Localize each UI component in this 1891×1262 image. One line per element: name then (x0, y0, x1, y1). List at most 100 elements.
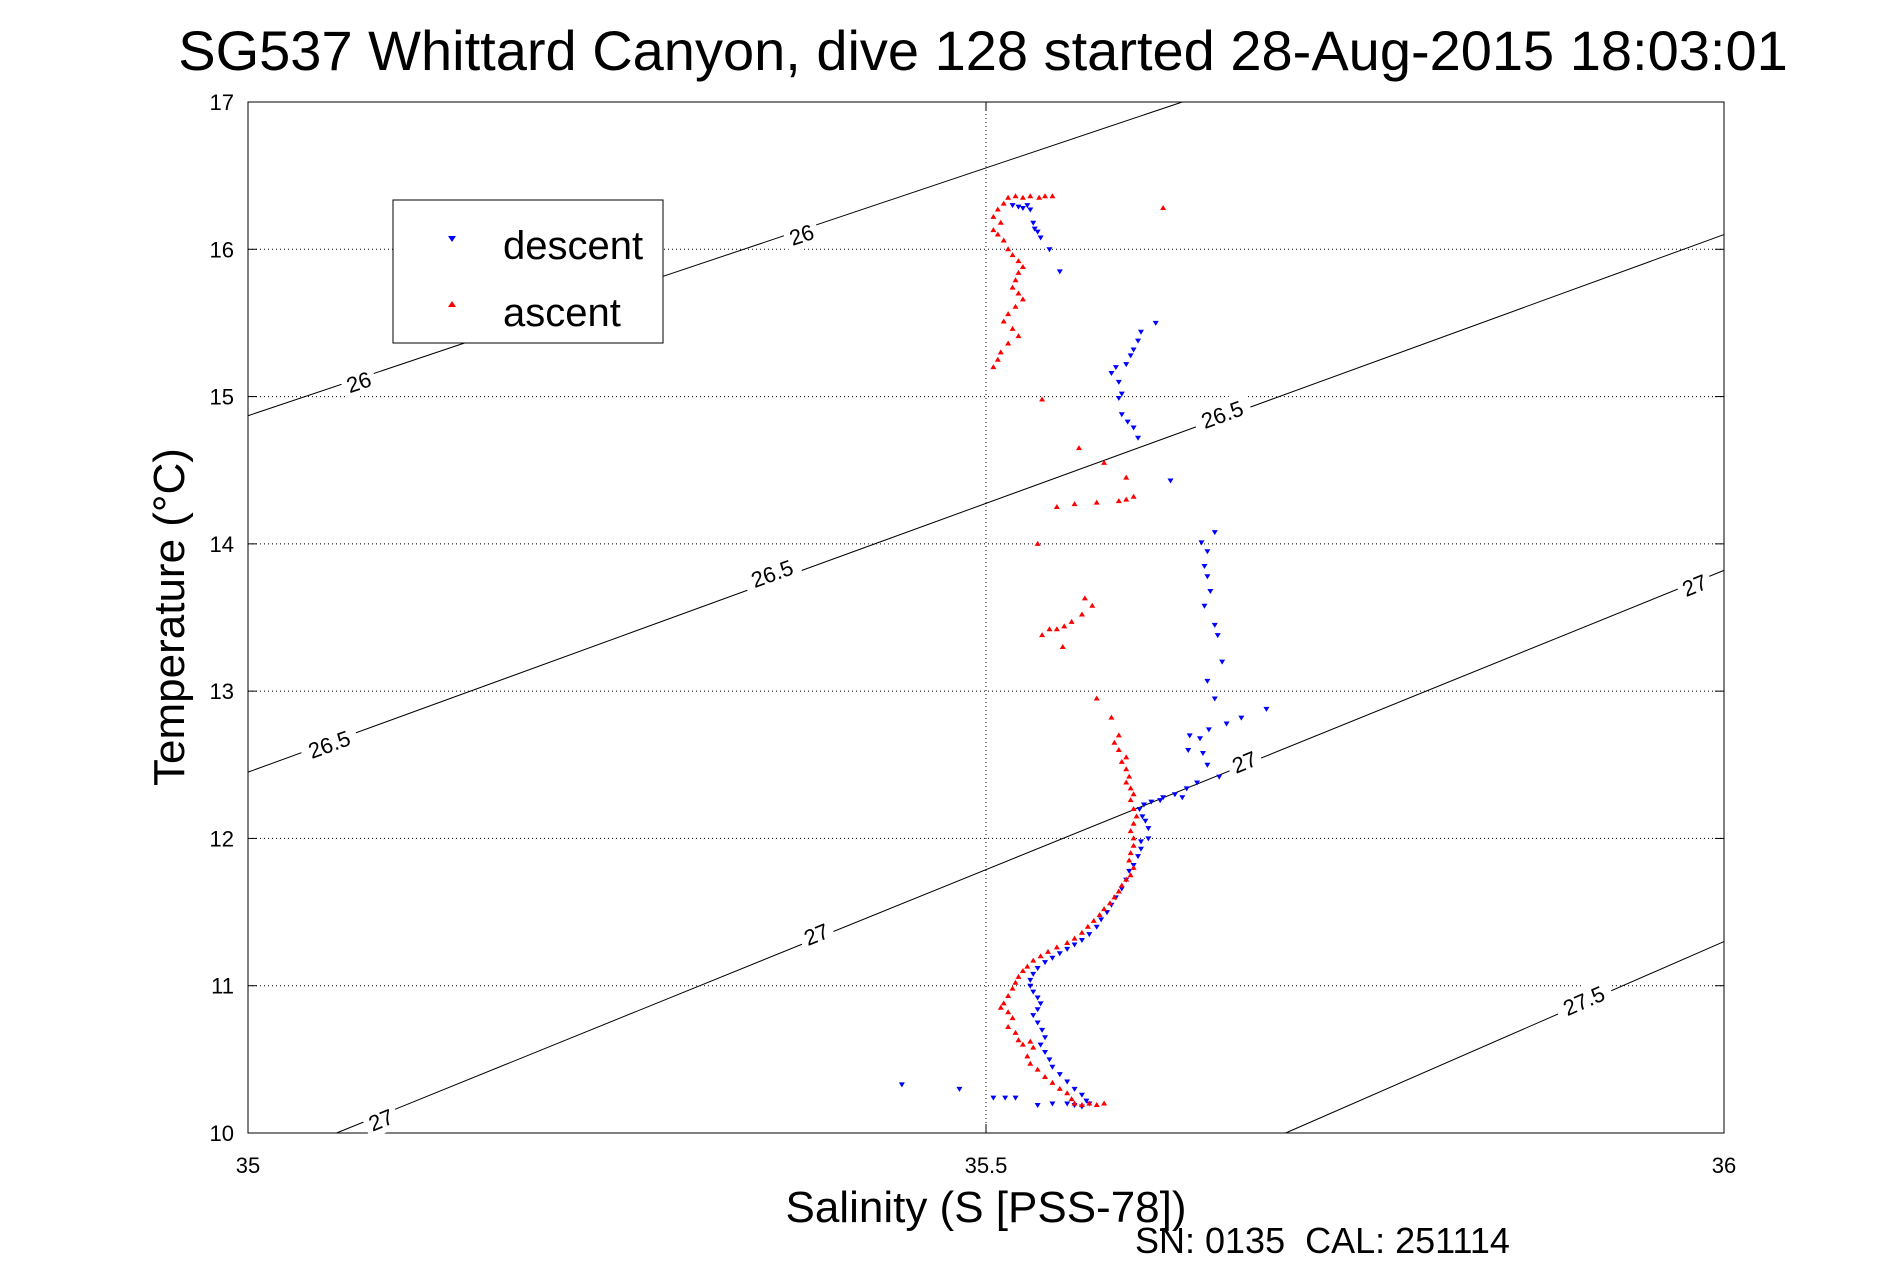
ascent-point (1111, 894, 1118, 900)
descent-point (1183, 786, 1190, 792)
descent-point (1135, 338, 1142, 344)
ascent-point (1015, 269, 1022, 275)
descent-point (1145, 836, 1152, 842)
descent-point (1034, 966, 1041, 972)
ascent-point (1030, 1044, 1037, 1050)
descent-point (1205, 727, 1212, 733)
descent-point (1056, 1072, 1063, 1078)
ascent-point (1126, 773, 1133, 779)
descent-point (1093, 924, 1100, 930)
ascent-point (1015, 258, 1022, 264)
ascent-point (994, 356, 1001, 362)
ascent-point (1046, 626, 1053, 632)
ascent-point (1093, 695, 1100, 701)
ascent-point (1118, 882, 1125, 888)
ascent-point (1123, 474, 1130, 480)
ascent-point (1027, 1038, 1034, 1044)
ascent-point (1000, 200, 1007, 206)
descent-point (1199, 751, 1206, 757)
descent-point (1024, 203, 1031, 209)
ascent-point (1071, 501, 1078, 507)
descent-point (1118, 412, 1125, 418)
ascent-point (1115, 732, 1122, 738)
contour-label-bg (359, 1100, 402, 1140)
ascent-point (1012, 303, 1019, 309)
descent-point (1115, 396, 1122, 402)
descent-point (1034, 995, 1041, 1001)
descent-point (1049, 1064, 1056, 1070)
ascent-point (1034, 1066, 1041, 1072)
legend: descent ascent (392, 199, 664, 344)
contour-label-bg (795, 914, 838, 954)
ascent-point (1123, 766, 1130, 772)
ascent-point (1049, 193, 1056, 199)
descent-point (1086, 932, 1093, 938)
descent-point (1263, 706, 1270, 712)
ascent-point (1024, 1053, 1031, 1059)
descent-point (1126, 868, 1133, 874)
contour-label-bg (1551, 976, 1616, 1025)
descent-point (1039, 1027, 1046, 1033)
ascent-point (1009, 284, 1016, 290)
contour-label-bg (338, 363, 380, 401)
ascent-point (1101, 906, 1108, 912)
descent-point (1185, 748, 1192, 754)
descent-point (1034, 1007, 1041, 1013)
ascent-series (990, 193, 1167, 1108)
ascent-point (1064, 940, 1071, 946)
ascent-point (1005, 993, 1012, 999)
y-tick-label: 17 (210, 90, 234, 115)
descent-point (1201, 563, 1208, 569)
ascent-point (990, 227, 997, 233)
ascent-point (1009, 1015, 1016, 1021)
descent-point (1127, 353, 1134, 359)
ascent-point (1130, 791, 1137, 797)
descent-point (1071, 942, 1078, 948)
ascent-point (1027, 193, 1034, 199)
ascent-point (1053, 626, 1060, 632)
contour-line (1285, 941, 1725, 1134)
descent-point (1124, 419, 1131, 425)
ascent-point (1108, 714, 1115, 720)
descent-point (1123, 362, 1130, 368)
descent-point (1167, 478, 1174, 484)
ascent-point (1005, 246, 1012, 252)
descent-point (1137, 846, 1144, 852)
ascent-point (1130, 864, 1137, 870)
ascent-point (1127, 785, 1134, 791)
descent-point (1130, 347, 1137, 353)
descent-point (898, 1082, 905, 1088)
descent-point (1201, 603, 1208, 609)
descent-point (1204, 678, 1211, 684)
ascent-point (1115, 888, 1122, 894)
contour-label-bg (297, 721, 362, 768)
ascent-point (1030, 957, 1037, 963)
descent-point (1160, 795, 1167, 801)
descent-series (898, 203, 1270, 1110)
descent-point (956, 1086, 963, 1092)
descent-point (1027, 983, 1034, 989)
ascent-point (1005, 1009, 1012, 1015)
descent-point (1142, 818, 1149, 824)
ascent-point (1086, 1100, 1093, 1106)
descent-point (1104, 910, 1111, 916)
ascent-point (997, 349, 1004, 355)
descent-point (1179, 795, 1186, 801)
descent-point (1030, 1013, 1037, 1019)
ascent-point (1012, 979, 1019, 985)
descent-point (1046, 247, 1053, 253)
ascent-point (1036, 194, 1043, 200)
ascent-point (1127, 828, 1134, 834)
ascent-point (1059, 643, 1066, 649)
descent-point (1115, 379, 1122, 385)
ascent-point (1005, 1023, 1012, 1029)
descent-point (1037, 235, 1044, 241)
ascent-point (1127, 850, 1134, 856)
descent-point (1140, 802, 1147, 808)
ascent-point (1096, 912, 1103, 918)
ascent-point (1075, 445, 1082, 451)
ascent-point (1160, 205, 1167, 211)
axis-ticks: 35 35.5 36 10 11 12 13 14 15 16 17 (210, 90, 1737, 1178)
x-tick-label: 35.5 (965, 1153, 1008, 1178)
contour-label-bg (739, 550, 805, 597)
